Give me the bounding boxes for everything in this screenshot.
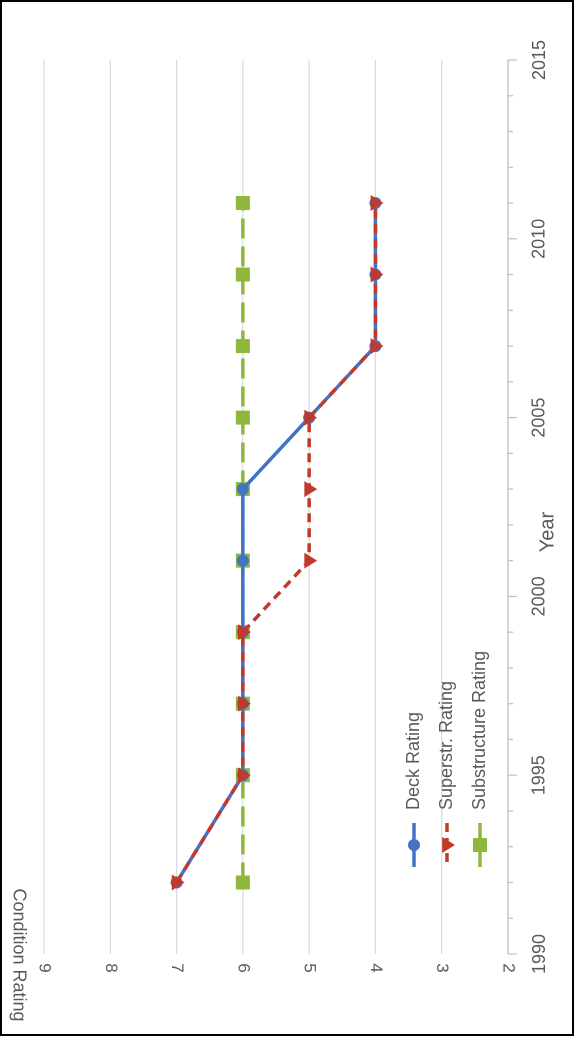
series-line [175,203,378,884]
data-point [238,767,251,784]
data-point [235,267,250,282]
data-point [238,624,251,641]
data-point [370,338,384,355]
data-point [304,409,318,426]
series-superstr-rating [171,195,384,891]
y-tick-label: 3 [433,963,452,972]
legend-swatch-marker [442,837,455,853]
data-point [235,339,250,354]
data-point [304,552,318,569]
legend: Deck Rating Superstr. Rating Substructure … [403,651,489,867]
x-tick-label: 1995 [529,755,549,795]
y-tick-label: 7 [168,963,187,972]
data-point [304,481,318,498]
legend-swatch-marker [408,839,420,851]
legend-item: Deck Rating [403,712,423,867]
y-tick-label: 5 [301,963,320,972]
y-tick-label: 8 [102,963,121,972]
legend-label: Substructure Rating [469,651,489,810]
y-axis-title: Condition Rating [9,888,29,1021]
y-tick-label: 9 [36,963,55,972]
data-point [238,695,251,712]
legend-swatch-marker [473,838,487,852]
x-tick-label: 2000 [529,576,549,616]
legend-label: Superstr. Rating [436,681,456,810]
x-tick-label: 2005 [529,398,549,438]
y-tick-label: 2 [500,963,519,972]
x-tick-label: 2010 [529,219,549,259]
legend-label: Deck Rating [403,712,423,810]
data-point [235,196,250,211]
data-point [370,266,384,283]
x-tick-label: 2015 [529,40,549,80]
axes [507,59,517,955]
series-layer [170,195,384,891]
data-point [235,410,250,425]
x-axis-title: Year [536,511,558,552]
data-point [236,483,249,496]
data-point [235,875,250,890]
y-tick-label: 4 [367,963,386,972]
legend-item: Superstr. Rating [436,681,456,867]
axis-labels: 2 3 4 5 6 7 8 9 1990 1995 2000 2005 2010 2015 Year Cond… [9,40,558,1022]
x-tick-label: 1990 [529,934,549,974]
legend-item: Substructure Rating [469,651,489,867]
data-point [370,195,384,212]
y-tick-label: 6 [234,963,253,972]
data-point [236,554,249,567]
data-point [171,874,185,891]
